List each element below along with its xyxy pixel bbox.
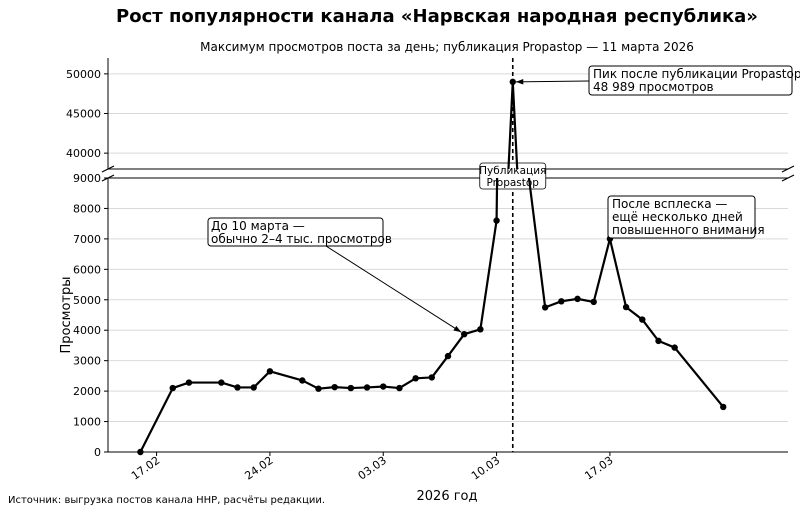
- data-point: [185, 379, 193, 386]
- annotation-before-arrow: [325, 245, 462, 333]
- data-point: [558, 298, 565, 305]
- data-point: [622, 303, 630, 311]
- y-tick-label-lower: 9000: [73, 172, 101, 185]
- axis-break-mark: [101, 165, 115, 173]
- axes: [101, 58, 795, 453]
- annotation-after-box: [607, 195, 756, 239]
- data-point: [250, 384, 257, 391]
- annotation-before-arrow-head: [453, 325, 462, 333]
- annotation-after-line-3: повышенного внимания: [612, 223, 765, 237]
- y-tick-label-lower: 2000: [73, 385, 101, 398]
- data-point: [541, 304, 549, 311]
- data-point: [574, 295, 581, 303]
- data-point: [493, 217, 500, 224]
- y-tick-label-lower: 8000: [73, 202, 101, 215]
- y-tick-label-lower: 1000: [73, 416, 101, 429]
- event-label-line-2: Propastop: [487, 177, 540, 189]
- data-point: [639, 316, 646, 323]
- y-tick-label-lower: 6000: [73, 263, 101, 276]
- y-tick-label-upper: 40000: [66, 147, 101, 160]
- annotation-peak-box: [588, 65, 793, 96]
- annotation-after-text: После всплеска — ещё несколько дней повы…: [612, 197, 765, 237]
- source-note: Источник: выгрузка постов канала ННР, ра…: [8, 495, 325, 506]
- x-axis-label: 2026 год: [417, 489, 478, 504]
- grid: [108, 73, 788, 453]
- data-point: [266, 368, 274, 375]
- series-group: [137, 78, 727, 456]
- data-point: [590, 298, 597, 306]
- data-point: [218, 379, 225, 386]
- y-tick-label-lower: 3000: [73, 355, 101, 368]
- annotations-group: Пик после публикации Propastop: 48 989 п…: [207, 65, 800, 333]
- x-tick-label: 17.02: [129, 454, 162, 483]
- data-point: [347, 384, 355, 392]
- x-tick-label: 17.03: [582, 454, 615, 483]
- y-axis-label: Просмотры: [59, 277, 74, 354]
- annotation-peak-line-2: 48 989 просмотров: [593, 80, 714, 94]
- event-label-line-1: Публикация: [479, 165, 546, 177]
- data-point: [137, 448, 144, 456]
- y-tick-label-lower: 4000: [73, 324, 101, 337]
- data-point: [315, 385, 322, 392]
- data-point: [299, 377, 306, 384]
- data-point: [234, 384, 241, 391]
- axis-break-mark: [781, 174, 795, 182]
- data-point: [396, 384, 403, 392]
- ticks: 40000 45000 50000 0 1000 2000 3000 4000 5000 6000…: [66, 68, 616, 483]
- y-tick-label-lower: 5000: [73, 294, 101, 307]
- y-tick-label-upper: 50000: [66, 68, 101, 81]
- annotation-before-text: До 10 марта — обычно 2–4 тыс. просмотров: [211, 219, 392, 246]
- data-point: [428, 374, 436, 381]
- data-point: [169, 384, 176, 392]
- annotation-after-line-2: ещё несколько дней: [612, 210, 743, 224]
- y-tick-label-lower: 0: [94, 446, 101, 459]
- data-point: [460, 330, 468, 338]
- data-point: [655, 337, 662, 345]
- data-point: [671, 344, 678, 351]
- annotation-peak-text: Пик после публикации Propastop: 48 989 п…: [593, 67, 800, 94]
- data-point: [363, 384, 371, 391]
- y-tick-label-lower: 7000: [73, 233, 101, 246]
- annotation-before-box: [207, 217, 384, 247]
- annotation-before-line-1: До 10 марта —: [211, 219, 305, 233]
- data-point: [331, 383, 338, 391]
- data-point: [412, 375, 419, 382]
- x-tick-label: 24.02: [242, 454, 275, 483]
- axis-break-mark: [781, 165, 795, 173]
- x-tick-label: 03.03: [356, 454, 389, 483]
- data-point: [380, 383, 387, 390]
- x-tick-label: 10.03: [469, 454, 502, 483]
- annotation-peak-line-1: Пик после публикации Propastop:: [593, 67, 800, 81]
- annotation-peak-arrow: [515, 80, 590, 83]
- chart-title: Рост популярности канала «Нарвская народ…: [116, 6, 758, 27]
- data-point: [444, 352, 452, 360]
- annotation-after-line-1: После всплеска —: [612, 197, 727, 211]
- data-point: [720, 403, 727, 411]
- annotation-before-line-2: обычно 2–4 тыс. просмотров: [211, 232, 392, 246]
- chart-subtitle: Максимум просмотров поста за день; публи…: [200, 40, 694, 54]
- annotation-peak-arrow-head: [515, 79, 524, 85]
- series-line-upper: [507, 80, 519, 170]
- y-tick-label-upper: 45000: [66, 108, 101, 121]
- data-point: [477, 326, 484, 333]
